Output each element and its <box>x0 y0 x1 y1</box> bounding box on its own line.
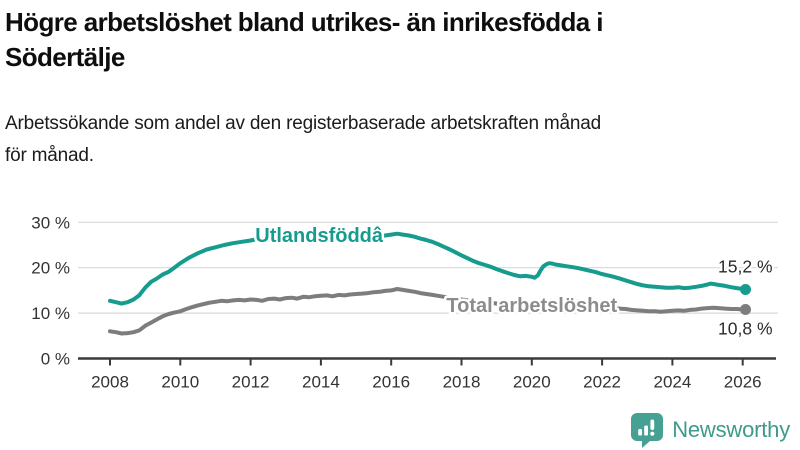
x-tick-label-2026: 2026 <box>724 373 762 392</box>
y-tick-label-30: 30 % <box>31 213 70 232</box>
series-end-dot-0 <box>740 283 752 295</box>
x-tick-label-2024: 2024 <box>653 373 691 392</box>
x-tick-label-2016: 2016 <box>372 373 410 392</box>
series-end-value-1: 10,8 % <box>718 318 772 338</box>
series-end-dot-1 <box>740 303 752 315</box>
newsworthy-logo: Newsworthy <box>630 412 790 448</box>
x-tick-label-2012: 2012 <box>232 373 270 392</box>
series-end-value-0: 15,2 % <box>718 256 772 276</box>
series-label-1: Total arbetslöshet <box>446 295 617 317</box>
chart-title: Högre arbetslöshet bland utrikes- än inr… <box>5 5 797 75</box>
newsworthy-logo-text: Newsworthy <box>672 417 790 442</box>
y-tick-label-0: 0 % <box>41 350 70 369</box>
series-line-0 <box>108 231 748 306</box>
newsworthy-chart-bubble-icon <box>631 413 664 448</box>
chart-subtitle: Arbetssökande som andel av den registerb… <box>5 108 797 172</box>
series-label-0: Utlandsföddâ <box>255 225 384 247</box>
chart-subtitle-line-2: för månad. <box>5 145 94 166</box>
y-tick-label-20: 20 % <box>31 259 70 278</box>
x-tick-label-2014: 2014 <box>302 373 340 392</box>
chart-title-line-2: Södertälje <box>5 42 125 72</box>
chart-title-line-1: Högre arbetslöshet bland utrikes- än inr… <box>5 7 603 37</box>
x-tick-label-2020: 2020 <box>513 373 551 392</box>
x-tick-label-2018: 2018 <box>443 373 481 392</box>
x-tick-label-2022: 2022 <box>583 373 621 392</box>
x-tick-label-2010: 2010 <box>161 373 199 392</box>
y-tick-label-10: 10 % <box>31 304 70 323</box>
chart-subtitle-line-1: Arbetssökande som andel av den registerb… <box>5 113 602 134</box>
series-line-1 <box>108 287 748 336</box>
unemployment-line-chart: 0 % 10 % 20 % 30 % 2008 2010 2012 2014 2016 2018 2… <box>31 213 778 392</box>
x-tick-label-2008: 2008 <box>91 373 129 392</box>
